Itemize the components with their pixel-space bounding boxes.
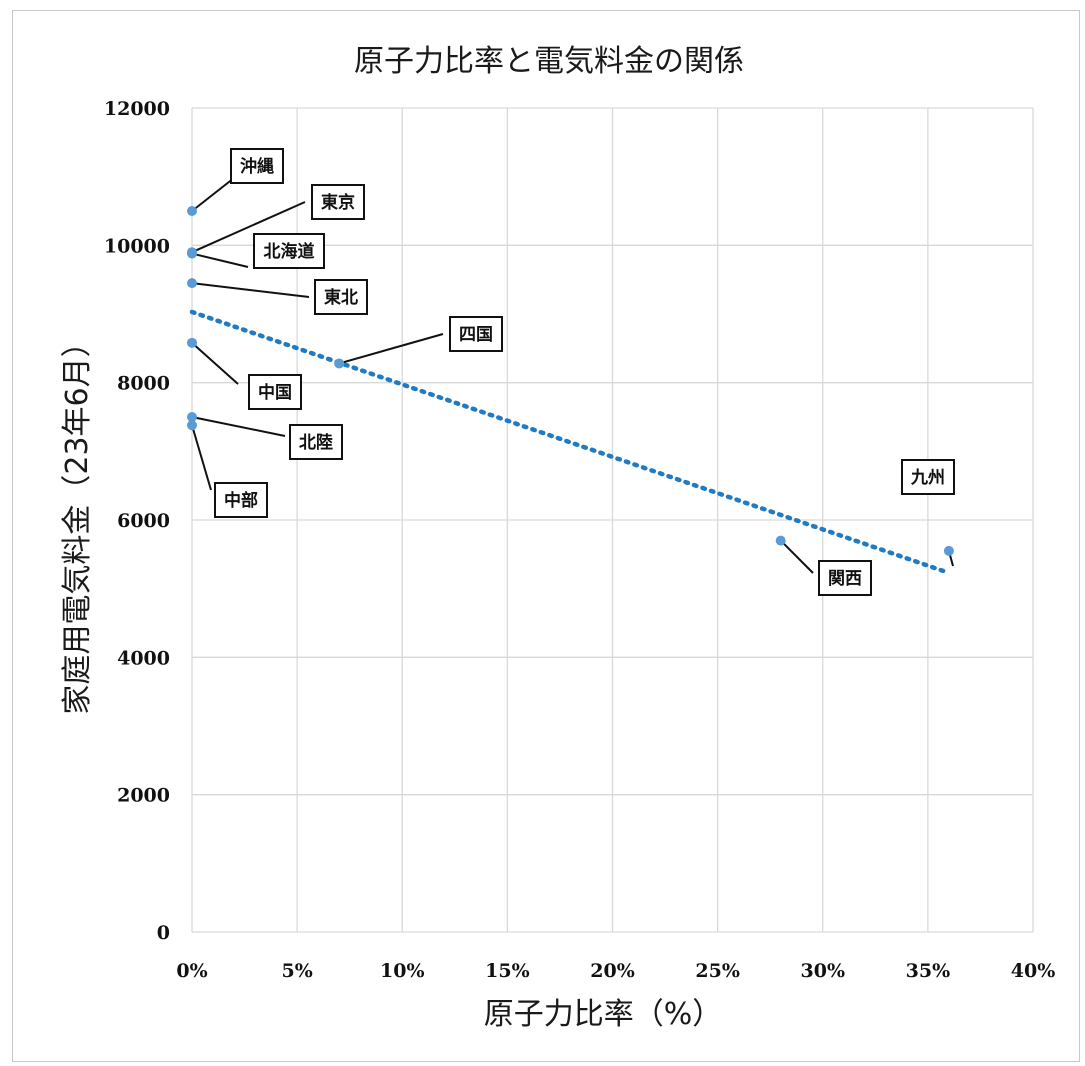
label-box (449, 316, 503, 352)
gridlines (191, 107, 1034, 933)
leader-line (779, 539, 814, 574)
y-tick-label: 12000 (104, 98, 170, 120)
leader-line (191, 252, 249, 268)
label-box (901, 459, 955, 495)
y-tick-label: 8000 (117, 373, 170, 395)
data-point (187, 420, 197, 431)
trendline (189, 309, 952, 576)
data-label: 中部 (214, 482, 268, 518)
data-point (775, 535, 786, 546)
data-point (943, 545, 954, 556)
data-label: 東北 (314, 279, 368, 315)
label-box (289, 424, 343, 460)
label-text: 北海道 (264, 241, 315, 262)
x-tick-label: 0% (176, 960, 207, 982)
label-box (818, 560, 872, 596)
x-tick-label: 35% (906, 960, 951, 982)
leader-line (191, 201, 306, 254)
x-tick-label: 40% (1011, 960, 1056, 982)
data-point (187, 278, 197, 289)
leader-line (191, 177, 235, 212)
y-tick-label: 4000 (117, 647, 170, 669)
data-point (187, 206, 197, 216)
x-tick-label: 30% (801, 960, 846, 982)
label-text: 中部 (224, 490, 258, 511)
leader-line (191, 424, 212, 491)
leader-line (191, 282, 310, 298)
label-box (248, 374, 302, 410)
data-label: 中国 (248, 374, 302, 410)
data-label: 北陸 (289, 424, 343, 460)
data-label: 関西 (818, 560, 872, 596)
x-tick-label: 25% (695, 960, 740, 982)
x-tick-label: 5% (281, 960, 312, 982)
x-tick-label: 15% (485, 960, 530, 982)
label-text: 北陸 (299, 432, 333, 453)
data-label: 九州 (901, 459, 955, 495)
label-text: 九州 (910, 468, 945, 488)
label-box (314, 279, 368, 315)
leader-line (338, 333, 444, 365)
y-tick-label: 10000 (104, 235, 170, 257)
chart-title: 原子力比率と電気料金の関係 (354, 44, 744, 79)
label-box (311, 184, 365, 220)
data-point (334, 358, 345, 369)
y-tick-label: 6000 (117, 510, 170, 532)
y-tick-labels: 0 2000 4000 6000 8000 10000 12000 (104, 98, 170, 944)
data-label: 北海道 (253, 233, 325, 269)
y-tick-label: 2000 (117, 785, 170, 807)
label-text: 関西 (828, 569, 862, 589)
label-box (230, 148, 284, 184)
data-points (187, 206, 954, 556)
label-box (253, 233, 325, 269)
x-tick-label: 10% (380, 960, 425, 982)
data-label: 四国 (449, 316, 503, 352)
y-tick-label: 0 (157, 922, 170, 944)
label-text: 四国 (459, 325, 493, 345)
y-axis-title: 家庭用電気料金（23年6月） (60, 327, 95, 714)
label-leaders (191, 177, 954, 574)
x-tick-labels: 0% 5% 10% 15% 20% 25% 30% 35% 40% (176, 960, 1055, 982)
leader-line (191, 342, 239, 385)
label-text: 沖縄 (240, 156, 274, 177)
data-label: 東京 (311, 184, 365, 220)
data-label: 沖縄 (230, 148, 284, 184)
label-text: 東京 (321, 192, 355, 213)
data-point (187, 337, 197, 348)
label-text: 東北 (324, 287, 358, 308)
data-point (187, 248, 197, 259)
leader-line (191, 416, 286, 437)
label-box (214, 482, 268, 518)
chart-frame: 沖縄東京北海道東北中国北陸中部 四国関西 九州 0 2000 4000 6000 8000 1… (12, 10, 1080, 1062)
x-axis-title: 原子力比率（%） (484, 997, 723, 1032)
label-text: 中国 (258, 382, 292, 403)
x-tick-label: 20% (590, 960, 635, 982)
data-point (187, 412, 197, 422)
